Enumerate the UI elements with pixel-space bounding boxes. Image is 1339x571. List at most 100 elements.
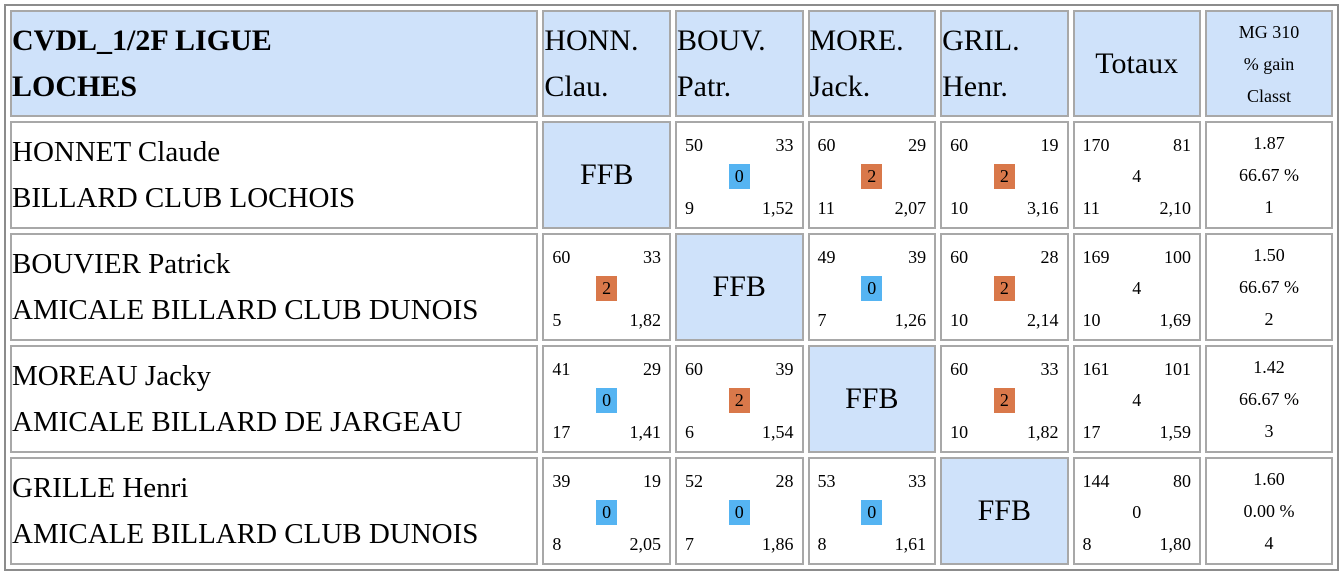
- mg-header-line3: Classt: [1246, 85, 1291, 106]
- player-name: GRILLE Henri: [12, 472, 189, 504]
- points-scored: 41: [552, 359, 571, 379]
- innings: 11: [1082, 198, 1100, 218]
- match-points-badge: 0: [861, 276, 883, 301]
- match-result-cell: 39 19 0 8 2,05: [542, 457, 671, 565]
- mg-cell: 1.60 0.00 % 4: [1204, 457, 1333, 565]
- average: 1,26: [894, 310, 927, 330]
- innings: 10: [1082, 310, 1101, 330]
- match-points-wrapper: 0: [544, 388, 669, 413]
- innings: 9: [684, 198, 694, 218]
- ranking: 3: [1264, 421, 1274, 441]
- average: 1,59: [1159, 422, 1191, 442]
- average: 2,10: [1159, 198, 1191, 218]
- average: 1,54: [762, 422, 794, 442]
- match-result-cell: 60 28 2 10 2,14: [940, 233, 1069, 341]
- mg-cell: 1.50 66.67 % 2: [1204, 233, 1333, 341]
- match-points-wrapper: 2: [544, 276, 669, 301]
- column-header-line2: Clau.: [544, 69, 609, 103]
- mg-cell: 1.87 66.67 % 1: [1204, 121, 1333, 229]
- header-row: CVDL_1/2F LIGUE LOCHES HONN. Clau. BOUV.…: [10, 10, 1333, 117]
- column-header-2: BOUV. Patr.: [674, 10, 804, 117]
- match-result-cell: 161 101 4 17 1,59: [1072, 345, 1201, 453]
- competition-title-line2: LOCHES: [12, 69, 138, 103]
- player-name: BOUVIER Patrick: [12, 248, 231, 280]
- points-scored: 60: [950, 247, 969, 267]
- average: 1,86: [762, 534, 794, 554]
- match-points-badge: 0: [728, 500, 750, 525]
- points-scored: 60: [950, 359, 969, 379]
- match-points-wrapper: 0: [1075, 500, 1199, 525]
- mg-value: 1.42: [1253, 357, 1285, 377]
- match-points-wrapper: 0: [677, 500, 802, 525]
- mg-value: 1.50: [1253, 245, 1285, 265]
- competition-title: CVDL_1/2F LIGUE LOCHES: [10, 10, 539, 117]
- match-points-wrapper: 2: [942, 388, 1066, 413]
- match-points-badge: 4: [1132, 390, 1142, 410]
- match-points-badge: 0: [861, 500, 883, 525]
- match-points-wrapper: 2: [677, 388, 802, 413]
- ffb-cell: FFB: [940, 457, 1069, 565]
- match-result-cell: 60 33 2 5 1,82: [542, 233, 671, 341]
- innings: 8: [552, 534, 562, 554]
- points-scored: 169: [1082, 247, 1110, 267]
- points-scored: 60: [684, 359, 703, 379]
- competition-title-line1: CVDL_1/2F LIGUE: [12, 23, 272, 57]
- player-name: HONNET Claude: [12, 136, 221, 168]
- average: 1,80: [1159, 534, 1191, 554]
- match-result-cell: 60 29 2 11 2,07: [807, 121, 937, 229]
- opponent-points: 80: [1172, 471, 1191, 491]
- results-table: CVDL_1/2F LIGUE LOCHES HONN. Clau. BOUV.…: [4, 4, 1339, 571]
- match-points-wrapper: 0: [810, 276, 935, 301]
- match-points-badge: 2: [861, 164, 883, 189]
- match-points-wrapper: 4: [1075, 164, 1199, 189]
- ranking: 1: [1264, 197, 1274, 217]
- column-header-1: HONN. Clau.: [542, 10, 671, 117]
- player-cell: BOUVIER Patrick AMICALE BILLARD CLUB DUNO…: [10, 233, 539, 341]
- match-points-wrapper: 0: [677, 164, 802, 189]
- innings: 5: [552, 310, 562, 330]
- points-scored: 144: [1082, 471, 1110, 491]
- match-result-cell: 170 81 4 11 2,10: [1072, 121, 1201, 229]
- points-scored: 39: [552, 471, 571, 491]
- innings: 17: [1082, 422, 1101, 442]
- player-club: AMICALE BILLARD DE JARGEAU: [12, 406, 463, 438]
- opponent-points: 19: [642, 471, 661, 491]
- player-row: MOREAU Jacky AMICALE BILLARD DE JARGEAU 41…: [10, 345, 1333, 453]
- match-points-badge: 0: [596, 500, 618, 525]
- innings: 7: [684, 534, 694, 554]
- gain-percent: 66.67 %: [1238, 277, 1299, 297]
- gain-percent: 66.67 %: [1238, 165, 1299, 185]
- innings: 8: [817, 534, 827, 554]
- points-scored: 161: [1082, 359, 1110, 379]
- player-row: BOUVIER Patrick AMICALE BILLARD CLUB DUNO…: [10, 233, 1333, 341]
- points-scored: 60: [950, 135, 969, 155]
- column-header-4: GRIL. Henr.: [940, 10, 1069, 117]
- opponent-points: 33: [908, 471, 927, 491]
- average: 3,16: [1027, 198, 1059, 218]
- gain-percent: 66.67 %: [1238, 389, 1299, 409]
- average: 1,82: [629, 310, 661, 330]
- average: 1,52: [762, 198, 794, 218]
- ffb-cell: FFB: [674, 233, 804, 341]
- match-points-badge: 2: [993, 388, 1015, 413]
- player-cell: MOREAU Jacky AMICALE BILLARD DE JARGEAU: [10, 345, 539, 453]
- mg-cell: 1.42 66.67 % 3: [1204, 345, 1333, 453]
- match-result-cell: 169 100 4 10 1,69: [1072, 233, 1201, 341]
- average: 1,41: [629, 422, 661, 442]
- mg-value: 1.87: [1253, 133, 1285, 153]
- points-scored: 52: [684, 471, 703, 491]
- match-points-badge: 2: [596, 276, 618, 301]
- average: 1,69: [1159, 310, 1191, 330]
- innings: 17: [552, 422, 571, 442]
- opponent-points: 33: [1040, 359, 1059, 379]
- mg-value: 1.60: [1253, 469, 1285, 489]
- ranking: 2: [1264, 309, 1274, 329]
- player-cell: HONNET Claude BILLARD CLUB LOCHOIS: [10, 121, 539, 229]
- ranking: 4: [1264, 533, 1274, 553]
- column-header-line2: Henr.: [942, 69, 1008, 103]
- ffb-cell: FFB: [542, 121, 671, 229]
- innings: 10: [950, 198, 969, 218]
- player-row: GRILLE Henri AMICALE BILLARD CLUB DUNOIS 3…: [10, 457, 1333, 565]
- match-points-badge: 2: [728, 388, 750, 413]
- match-points-wrapper: 2: [942, 164, 1066, 189]
